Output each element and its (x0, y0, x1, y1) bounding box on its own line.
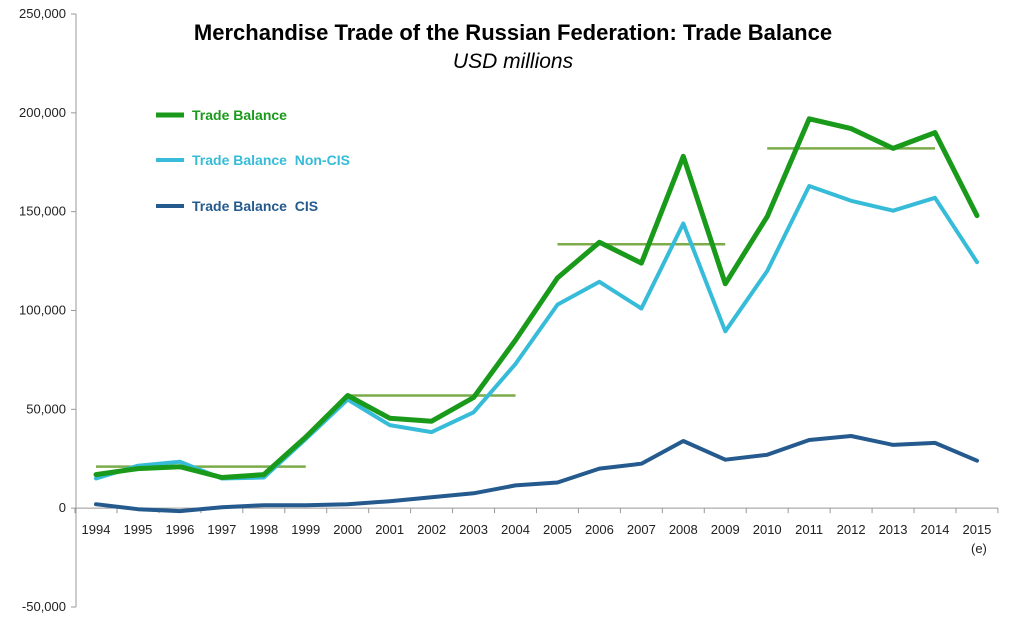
y-tick-label: 250,000 (19, 6, 66, 21)
x-tick-label: 2006 (585, 522, 614, 537)
legend-label-trade-balance: Trade Balance (192, 107, 287, 123)
y-tick-label: 0 (59, 500, 66, 515)
x-tick-label: 2002 (417, 522, 446, 537)
x-tick-label: 2009 (711, 522, 740, 537)
x-tick-label: 1996 (165, 522, 194, 537)
x-tick-label: 2015 (962, 522, 991, 537)
x-tick-label: 2014 (921, 522, 950, 537)
legend-label-trade-balance-cis: Trade Balance CIS (192, 198, 318, 214)
chart-subtitle: USD millions (453, 50, 574, 73)
chart-title: Merchandise Trade of the Russian Federat… (194, 20, 832, 45)
y-tick-label: 50,000 (26, 401, 66, 416)
x-tick-label: 2011 (795, 522, 823, 537)
x-tick-label: 2007 (627, 522, 656, 537)
x-tick-label: 2005 (543, 522, 572, 537)
x-tick-note: (e) (971, 541, 987, 556)
y-tick-label: -50,000 (22, 599, 66, 614)
average-lines (96, 147, 935, 468)
x-tick-label: 2003 (459, 522, 488, 537)
x-tick-label: 2013 (879, 522, 908, 537)
x-tick-label: 1999 (291, 522, 320, 537)
y-tick-label: 200,000 (19, 105, 66, 120)
x-tick-label: 2010 (753, 522, 782, 537)
series-line-trade-balance (93, 116, 980, 480)
x-tick-label: 2012 (837, 522, 866, 537)
legend: Trade Balance Trade Balance Non-CIS Trade … (156, 107, 350, 214)
legend-label-trade-balance-non-cis: Trade Balance Non-CIS (192, 152, 350, 168)
y-tick-label: 100,000 (19, 303, 66, 318)
series-lines (93, 116, 980, 514)
tick-labels: -50,000 0 50,000 100,000 150,000 200,000 250,0… (19, 6, 991, 614)
series-line-trade-balance-cis (94, 434, 979, 514)
x-tick-label: 2001 (375, 522, 404, 537)
x-tick-label: 1997 (207, 522, 236, 537)
x-tick-label: 1998 (249, 522, 278, 537)
y-tick-label: 150,000 (19, 204, 66, 219)
x-tick-label: 2004 (501, 522, 530, 537)
x-tick-label: 2000 (333, 522, 362, 537)
x-tick-label: 1995 (123, 522, 152, 537)
x-tick-label: 1994 (82, 522, 111, 537)
x-tick-label: 2008 (669, 522, 698, 537)
